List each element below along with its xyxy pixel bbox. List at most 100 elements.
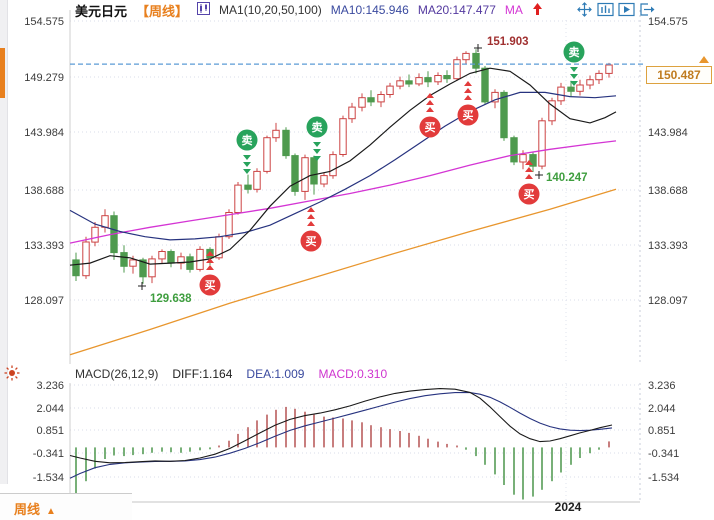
main-y-axis-label-right: 143.984 [648,127,688,139]
candle[interactable] [358,93,366,112]
main-y-axis-label-right: 128.097 [648,295,688,307]
main-y-axis-label-right: 133.393 [648,240,688,252]
candle[interactable] [548,97,556,126]
candle[interactable] [529,152,537,172]
svg-text:买: 买 [425,121,436,134]
candle[interactable] [367,90,375,107]
candle[interactable] [434,72,442,85]
main-y-axis-label-left: 128.097 [24,295,64,307]
candle[interactable] [120,245,128,273]
macd-y-axis-label-right: 2.044 [648,403,676,415]
candle[interactable] [538,117,546,170]
ma-line-ma50 [69,140,617,244]
symbol-name: 美元日元 [75,3,128,19]
tab-arrow-icon: ▲ [46,506,56,517]
macd-line-dea [69,392,613,479]
candle[interactable] [234,182,242,215]
crosshair-icon[interactable] [576,2,593,17]
drawing-tools-icon[interactable] [618,2,635,17]
candle[interactable] [301,154,309,200]
candle[interactable] [557,82,565,105]
price-annotation: 151.903 [487,36,529,48]
candle[interactable] [415,73,423,87]
candle[interactable] [186,253,194,273]
macd-y-axis-label-right: -0.341 [648,448,679,460]
candle[interactable] [291,153,299,196]
candle[interactable] [101,209,109,233]
macd-value: MACD:0.310 [318,367,388,381]
price-annotation: 140.247 [546,172,588,184]
candle[interactable] [158,249,166,264]
candle[interactable] [462,51,470,64]
candle[interactable] [282,127,290,159]
candle[interactable] [110,211,118,260]
ma-settings-label[interactable]: MA1(10,20,50,100) [219,3,322,17]
macd-params-label[interactable]: MACD(26,12,9) [75,367,159,381]
candle[interactable] [348,102,356,123]
candle[interactable] [443,70,451,83]
candle[interactable] [605,62,613,78]
candle[interactable] [72,252,80,281]
main-y-axis-label-left: 149.279 [24,72,64,84]
chart-toolbar [576,2,656,17]
candle[interactable] [253,168,261,193]
candle[interactable] [339,115,347,157]
candle[interactable] [491,89,499,109]
candle[interactable] [576,79,584,96]
main-y-axis-label-left: 138.688 [24,185,64,197]
ma50-value-partial: MA [504,3,523,17]
candle[interactable] [386,82,394,98]
candle[interactable] [424,71,432,88]
candle[interactable] [167,249,175,268]
candle[interactable] [500,90,508,141]
candle[interactable] [177,252,185,270]
chart-type-icon[interactable] [197,2,211,18]
candle[interactable] [244,174,252,194]
candle[interactable] [82,236,90,279]
period-tab-bar: 周线 ▲ [0,493,132,520]
candle[interactable] [263,135,271,174]
candle[interactable] [586,75,594,90]
svg-text:买: 买 [463,109,474,122]
macd-header: MACD(26,12,9) DIFF:1.164 DEA:1.009 MACD:… [75,367,387,381]
buy-marker: 买 [457,81,479,126]
candle[interactable] [329,151,337,179]
macd-y-axis-label-left: -1.534 [33,472,64,484]
macd-diff-value: DIFF:1.164 [172,367,233,381]
left-scrollbar[interactable] [0,0,8,484]
candle[interactable] [595,70,603,84]
detach-window-icon[interactable] [639,2,656,17]
macd-line-diff [69,388,613,464]
candle[interactable] [472,49,480,74]
buy-marker: 买 [300,207,322,252]
indicator-window-icon[interactable] [597,2,614,17]
tab-weekly[interactable]: 周线 ▲ [14,499,56,518]
candle[interactable] [196,246,204,272]
candle[interactable] [272,122,280,142]
ma-line-ma20 [69,91,617,241]
candle[interactable] [91,222,99,247]
svg-text:买: 买 [205,279,216,292]
left-scrollbar-thumb[interactable] [0,48,5,98]
period-tag: 【周线】 [136,3,189,19]
candle[interactable] [148,255,156,284]
ma-line-ma100 [69,188,617,356]
current-price-label: 150.487 [646,66,712,84]
svg-text:卖: 卖 [242,133,253,147]
indicator-settings-icon[interactable] [4,365,20,386]
sell-marker: 卖 [306,116,328,161]
candle[interactable] [510,135,518,166]
candle[interactable] [320,172,328,188]
candle[interactable] [396,76,404,90]
candle[interactable] [481,66,489,105]
candle[interactable] [405,74,413,88]
macd-y-axis-label-right: 3.236 [648,380,676,392]
macd-dea-value: DEA:1.009 [246,367,305,381]
candle[interactable] [377,91,385,108]
ma-line-ma10 [69,67,617,266]
macd-y-axis-label-right: -1.534 [648,472,679,484]
candle[interactable] [567,80,575,97]
candle[interactable] [453,56,461,81]
